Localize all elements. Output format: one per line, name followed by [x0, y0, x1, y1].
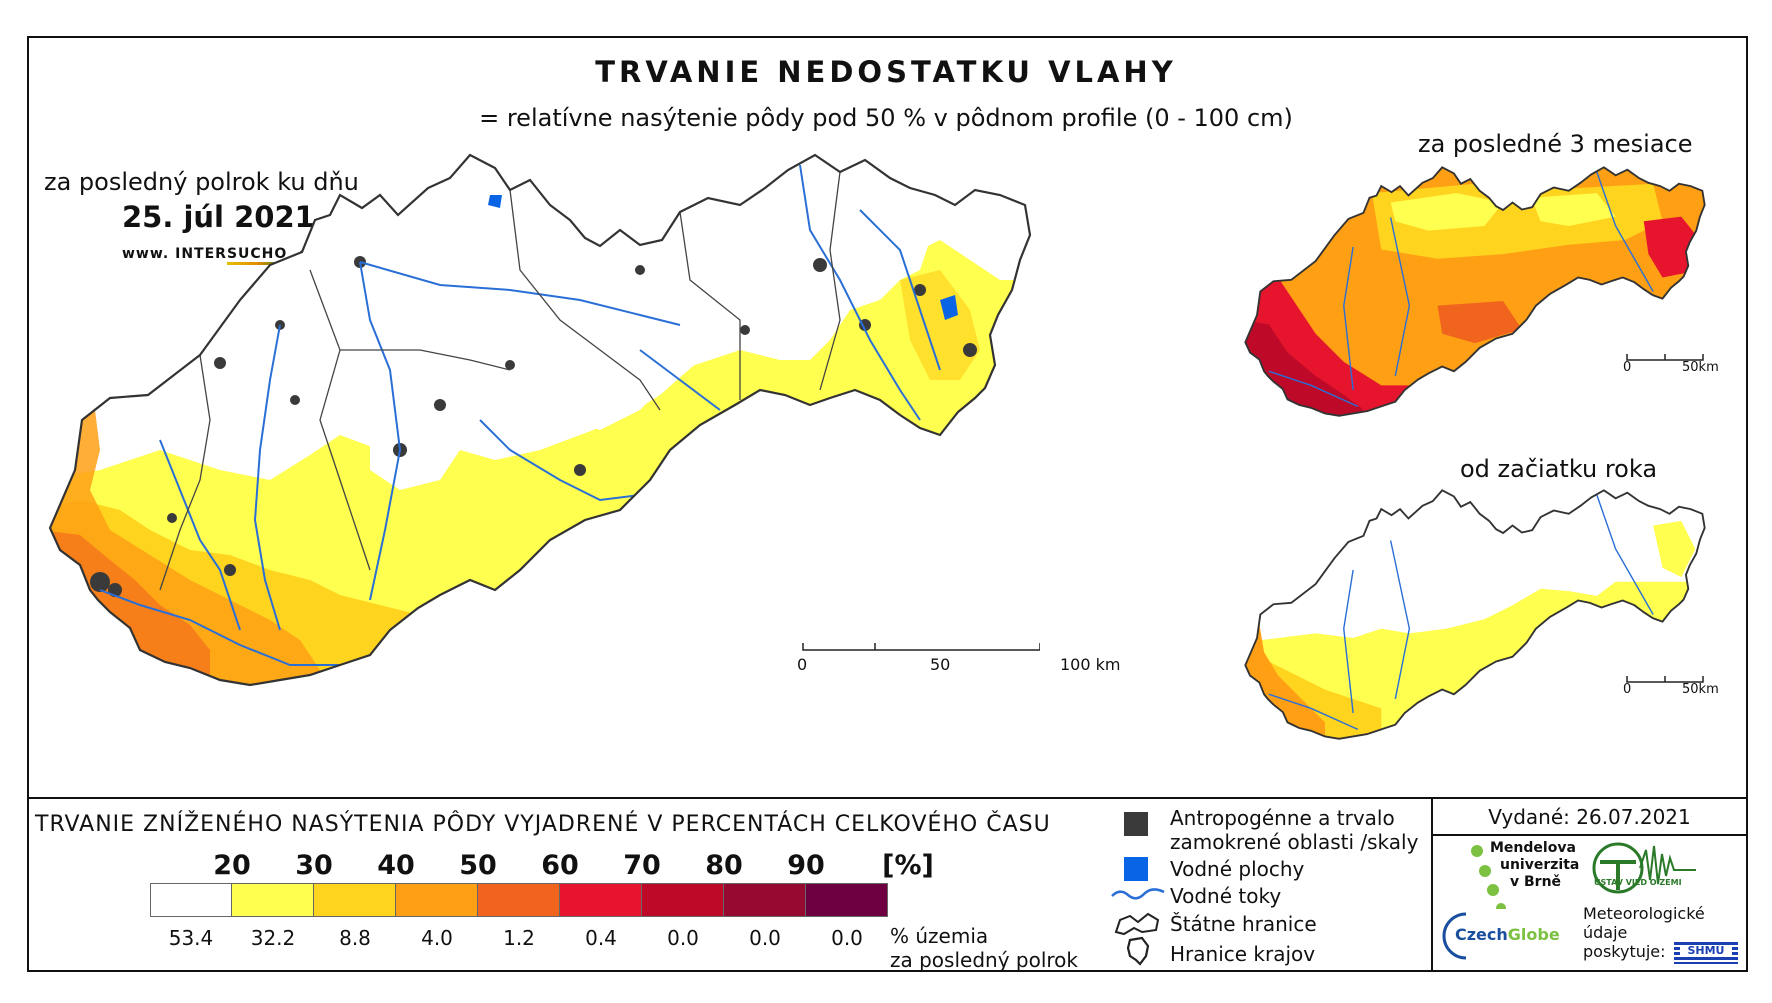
- legend-swatch: [724, 883, 806, 917]
- meteo-credit: Meteorologické údaje poskytuje:: [1583, 904, 1705, 961]
- czechglobe-logo-icon: [1442, 912, 1467, 960]
- inset-bottom-map: [1215, 488, 1735, 792]
- key-region-border: Hranice krajov: [1170, 942, 1316, 966]
- legend-share: 32.2: [250, 926, 296, 950]
- region-border-icon: [1126, 936, 1150, 966]
- legend-swatch: [478, 883, 560, 917]
- legend-swatch: [314, 883, 396, 917]
- czechglobe-logo-text: CzechGlobe: [1455, 925, 1560, 944]
- meteo-line-3: poskytuje:: [1583, 942, 1666, 961]
- czechglobe-a: Czech: [1455, 925, 1508, 944]
- state-border-icon: [1114, 912, 1160, 936]
- website-prefix: www.: [122, 246, 170, 262]
- legend-share: 8.8: [339, 926, 371, 950]
- mendel-line-3: v Brně: [1510, 874, 1562, 890]
- inset-top-scale-0: 0: [1623, 360, 1632, 375]
- website-sucho: SUCHO: [226, 246, 288, 265]
- page-subtitle: = relatívne nasýtenie pôdy pod 50 % v pô…: [479, 104, 1293, 132]
- inset-bottom-caption: od začiatku roka: [1460, 455, 1658, 483]
- mendel-line-1: Mendelova: [1490, 840, 1576, 856]
- main-scale-bar: [802, 643, 1040, 651]
- legend-threshold: 30: [295, 850, 333, 881]
- inset-top-scale-bar: [1626, 354, 1704, 361]
- key-water-bodies: Vodné plochy: [1170, 857, 1305, 881]
- shmu-logo-text: SHMÚ: [1680, 945, 1732, 957]
- legend-threshold: 90: [787, 850, 825, 881]
- legend-swatch: [560, 883, 642, 917]
- legend-swatch: [150, 883, 232, 917]
- legend-threshold: 40: [377, 850, 415, 881]
- legend-share: 53.4: [168, 926, 214, 950]
- inset-bottom-scale-bar: [1626, 676, 1704, 683]
- mendel-logo-icon: [1471, 845, 1506, 909]
- credits-divider: [1431, 834, 1748, 836]
- water-body-swatch: [1124, 857, 1148, 881]
- legend-swatch: [232, 883, 314, 917]
- legend-share-caption-1: % územia: [890, 924, 989, 948]
- main-map: [40, 150, 1040, 790]
- date-label: 25. júl 2021: [122, 200, 315, 234]
- legend-swatch: [806, 883, 888, 917]
- key-rivers: Vodné toky: [1170, 884, 1282, 908]
- inset-top-map: [1215, 165, 1735, 469]
- website-label: www. INTERSUCHO .sk: [122, 246, 319, 265]
- key-state-border: Štátne hranice: [1170, 912, 1317, 936]
- uvgz-logo-icon: [1592, 842, 1696, 894]
- legend-threshold: 50: [459, 850, 497, 881]
- main-scale-100: 100 km: [1060, 655, 1121, 674]
- mendel-line-2: univerzita: [1500, 857, 1580, 873]
- legend-share-caption-2: za posledný polrok: [890, 948, 1078, 972]
- period-label: za posledný polrok ku dňu: [44, 168, 359, 196]
- legend-threshold: 20: [213, 850, 251, 881]
- legend-share: 0.0: [667, 926, 699, 950]
- legend-share-caption: % územia za posledný polrok: [890, 924, 1078, 972]
- uvgz-logo-text: ÚSTAV VIED O ZEMI: [1594, 878, 1682, 887]
- issued-date: Vydané: 26.07.2021: [1488, 805, 1691, 829]
- legend-swatch: [396, 883, 478, 917]
- key-urban: Antropogénne a trvalo zamokrené oblasti …: [1170, 806, 1418, 854]
- legend-threshold: [%]: [882, 850, 934, 881]
- legend-threshold: 60: [541, 850, 579, 881]
- legend-panel: [27, 797, 1748, 972]
- key-urban-line-2: zamokrené oblasti /skaly: [1170, 830, 1419, 854]
- legend-share: 0.0: [749, 926, 781, 950]
- inset-bottom-scale-0: 0: [1623, 682, 1632, 697]
- legend-share: 0.0: [831, 926, 863, 950]
- credits-panel: [1431, 797, 1748, 972]
- key-urban-line-1: Antropogénne a trvalo: [1170, 806, 1395, 830]
- river-line-icon: [1111, 888, 1165, 900]
- legend-share: 4.0: [421, 926, 453, 950]
- legend-title: TRVANIE ZNÍŽENÉHO NASÝTENIA PÔDY VYJADRE…: [35, 812, 1051, 837]
- czechglobe-b: Globe: [1507, 925, 1560, 944]
- legend-share: 1.2: [503, 926, 535, 950]
- mendel-logo-text: Mendelova univerzita v Brně: [1490, 840, 1579, 891]
- legend-swatch: [642, 883, 724, 917]
- legend-share: 0.4: [585, 926, 617, 950]
- legend-threshold: 70: [623, 850, 661, 881]
- legend-threshold: 80: [705, 850, 743, 881]
- main-scale-0: 0: [797, 655, 808, 674]
- urban-area-swatch: [1124, 812, 1148, 836]
- meteo-line-2: údaje: [1583, 923, 1628, 942]
- shmu-logo-icon: SHMÚ: [1674, 942, 1738, 964]
- inset-top-caption: za posledné 3 mesiace: [1418, 130, 1693, 158]
- inset-bottom-scale-50: 50km: [1682, 682, 1719, 697]
- meteo-line-1: Meteorologické: [1583, 904, 1705, 923]
- page-title: TRVANIE NEDOSTATKU VLAHY: [595, 55, 1177, 89]
- website-inter: INTER: [175, 246, 227, 262]
- inset-top-scale-50: 50km: [1682, 360, 1719, 375]
- main-scale-50: 50: [930, 655, 951, 674]
